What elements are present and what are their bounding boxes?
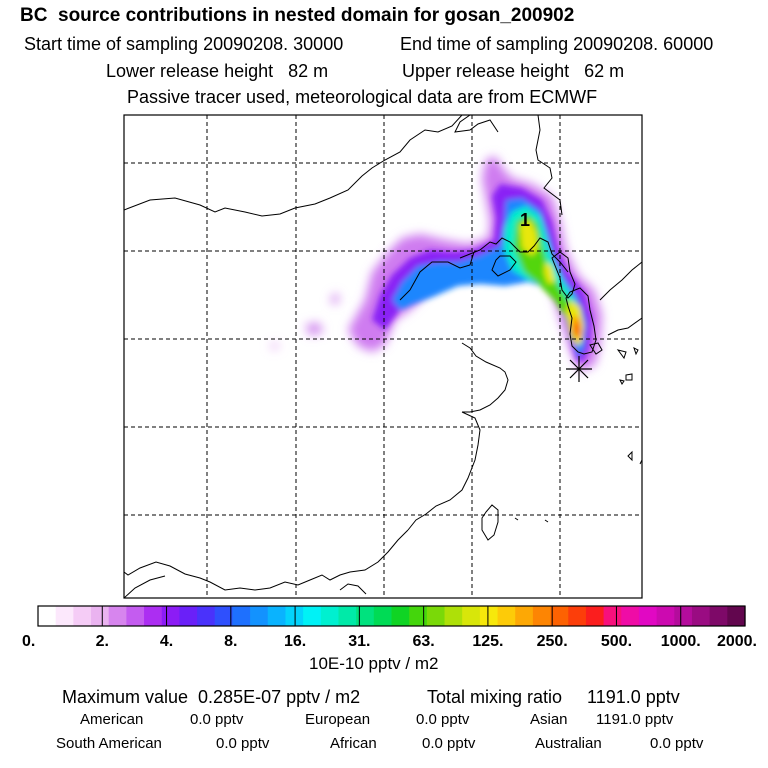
colorbar-cell [550, 606, 569, 626]
colorbar-tick-label: 16. [284, 633, 306, 650]
colorbar-cell [409, 606, 428, 626]
colorbar-cell [38, 606, 57, 626]
south-american-label: South American [56, 735, 162, 752]
colorbar-cell [568, 606, 587, 626]
colorbar-cell [656, 606, 675, 626]
grid-lines [124, 115, 642, 598]
colorbar-tick-label: 8. [224, 633, 237, 650]
colorbar-cell [144, 606, 163, 626]
colorbar-cell [479, 606, 499, 626]
colorbar-tick-label: 2. [96, 633, 109, 650]
total-mixing-ratio-label: Total mixing ratio 1191.0 pptv [427, 687, 680, 707]
colorbar-cell [691, 606, 711, 626]
start-time-label: Start time of sampling 20090208. 30000 [24, 34, 344, 54]
colorbar-tick-label: 4. [160, 633, 173, 650]
lower-release-height-label: Lower release height 82 m [106, 61, 329, 81]
australian-value: 0.0 pptv [650, 735, 704, 752]
colorbar-cell [585, 606, 605, 626]
maximum-value-label: Maximum value 0.285E-07 pptv / m2 [62, 687, 361, 707]
asian-value: 1191.0 pptv [596, 711, 674, 728]
colorbar-cell [267, 606, 287, 626]
colorbar-cell [497, 606, 516, 626]
plume-marker-label: 1 [520, 210, 530, 230]
colorbar-cell [356, 606, 375, 626]
colorbar-tick-label: 31. [348, 633, 370, 650]
american-label: American [80, 711, 144, 728]
colorbar-cell [55, 606, 74, 626]
colorbar-cell [515, 606, 534, 626]
colorbar-cell [179, 606, 198, 626]
colorbar-cell [638, 606, 658, 626]
colorbar-tick-label: 250. [537, 633, 568, 650]
colorbar-units-label: 10E-10 pptv / m2 [309, 654, 439, 673]
asian-label: Asian [530, 711, 568, 728]
colorbar-tick-labels: 0. 2. 4. 8. 16. 31. 63. 125. 250. 500. 1000. 2000. [22, 633, 757, 650]
asterisk-receptor-icon [566, 356, 592, 382]
colorbar-tick-label: 500. [601, 633, 632, 650]
tracer-info-label: Passive tracer used, meteorological data… [127, 87, 598, 107]
colorbar-cell [709, 606, 728, 626]
colorbar-tick-label: 2000. [717, 633, 757, 650]
colorbar-tick-label: 0. [22, 633, 35, 650]
african-label: African [330, 735, 377, 752]
concentration-plume [270, 156, 602, 372]
colorbar-cell [674, 606, 693, 626]
american-value: 0.0 pptv [190, 711, 244, 728]
colorbar-cell [603, 606, 622, 626]
colorbar-cell [391, 606, 410, 626]
colorbar-cell [91, 606, 110, 626]
colorbar-cell [621, 606, 640, 626]
plot-title: BC source contributions in nested domain… [20, 5, 575, 26]
colorbar-cell [303, 606, 322, 626]
colorbar-tick-label: 125. [472, 633, 503, 650]
colorbar-cell [126, 606, 145, 626]
colorbar-cell [214, 606, 234, 626]
map-background [124, 115, 642, 598]
colorbar-tick-label: 1000. [661, 633, 701, 650]
upper-release-height-label: Upper release height 62 m [402, 61, 625, 81]
australian-label: Australian [535, 735, 602, 752]
south-american-value: 0.0 pptv [216, 735, 270, 752]
colorbar-cell [462, 606, 481, 626]
end-time-label: End time of sampling 20090208. 60000 [400, 34, 714, 54]
european-label: European [305, 711, 371, 728]
colorbar: 0. 2. 4. 8. 16. 31. 63. 125. 250. 500. 1000. 2000. [22, 605, 757, 650]
colorbar-cells [37, 605, 746, 627]
european-value: 0.0 pptv [416, 711, 470, 728]
colorbar-cell [338, 606, 357, 626]
map-plot: 1 [123, 114, 643, 599]
colorbar-cell [161, 606, 181, 626]
colorbar-cell [108, 606, 127, 626]
colorbar-cell [250, 606, 269, 626]
colorbar-cell [532, 606, 552, 626]
colorbar-cell [232, 606, 251, 626]
colorbar-cell [373, 606, 393, 626]
colorbar-cell [426, 606, 446, 626]
colorbar-cell [727, 606, 746, 626]
colorbar-tick-label: 63. [413, 633, 435, 650]
african-value: 0.0 pptv [422, 735, 476, 752]
colorbar-cell [444, 606, 463, 626]
map-frame [123, 114, 643, 599]
colorbar-cell [320, 606, 340, 626]
colorbar-frame [37, 605, 746, 627]
colorbar-cell [73, 606, 92, 626]
colorbar-cell [197, 606, 216, 626]
